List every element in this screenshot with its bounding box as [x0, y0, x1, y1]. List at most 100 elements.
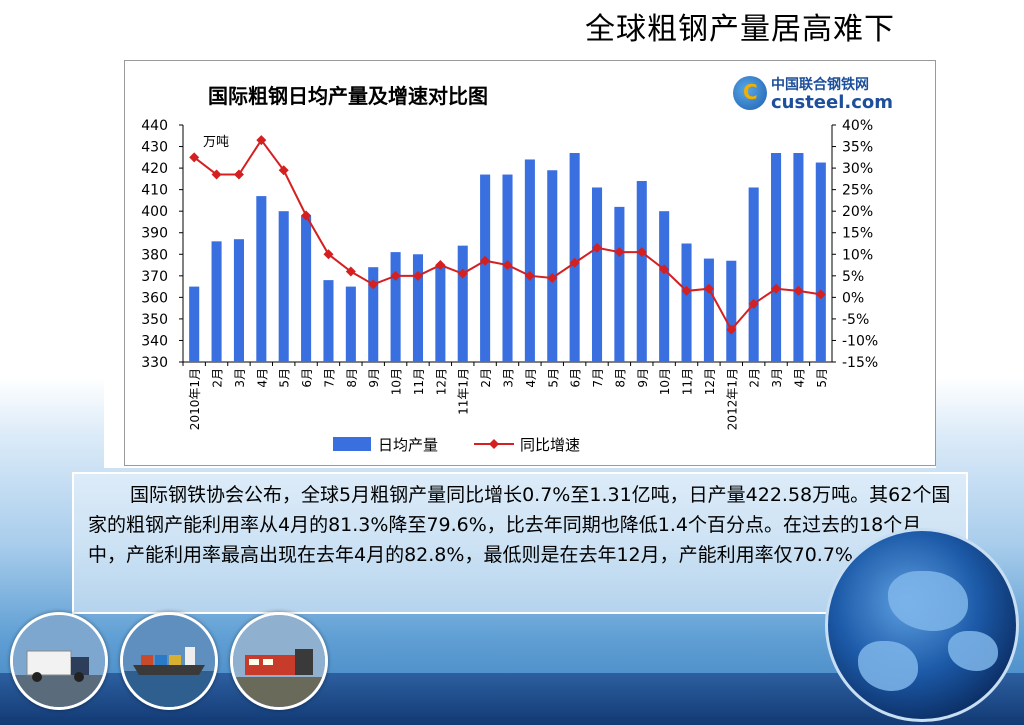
- growth-point: [614, 247, 625, 258]
- growth-point: [278, 165, 289, 176]
- x-tick-label: 5月: [815, 368, 829, 388]
- bar: [636, 181, 647, 362]
- growth-point: [726, 324, 737, 335]
- x-tick-label: 12月: [434, 368, 448, 395]
- growth-point: [569, 257, 580, 268]
- bar: [211, 241, 222, 362]
- growth-point: [345, 266, 356, 277]
- truck-photo: [10, 612, 108, 710]
- growth-point: [659, 264, 670, 275]
- right-tick-label: 5%: [842, 269, 864, 285]
- x-tick-label: 5月: [546, 368, 560, 388]
- train-photo: [230, 612, 328, 710]
- x-tick-label: 6月: [300, 368, 314, 388]
- legend-line-label: 同比增速: [520, 436, 580, 454]
- x-tick-label: 12月: [703, 368, 717, 395]
- right-tick-label: 0%: [842, 290, 864, 306]
- left-tick-label: 390: [141, 226, 168, 242]
- growth-point: [592, 242, 603, 253]
- growth-point: [748, 298, 759, 309]
- x-tick-label: 8月: [345, 368, 359, 388]
- bar: [659, 211, 670, 362]
- growth-point: [233, 169, 244, 180]
- right-tick-label: -5%: [842, 312, 869, 328]
- growth-point: [703, 283, 714, 294]
- bar: [189, 286, 200, 362]
- x-tick-label: 4月: [255, 368, 269, 388]
- x-tick-label: 8月: [613, 368, 627, 388]
- growth-point: [502, 260, 513, 271]
- x-tick-label: 2月: [479, 368, 493, 388]
- left-tick-label: 330: [141, 355, 168, 371]
- x-tick-label: 11月: [681, 368, 695, 395]
- x-tick-label: 6月: [569, 368, 583, 388]
- bar: [412, 254, 424, 362]
- chart-title: 国际粗钢日均产量及增速对比图: [208, 84, 488, 108]
- left-tick-label: 340: [141, 333, 168, 349]
- bar: [345, 286, 356, 362]
- growth-point: [681, 285, 692, 296]
- bar: [233, 239, 244, 362]
- growth-point: [412, 270, 423, 281]
- right-tick-label: -15%: [842, 355, 878, 371]
- growth-point: [256, 135, 267, 146]
- x-tick-label: 9月: [636, 368, 650, 388]
- growth-point: [390, 270, 401, 281]
- growth-point: [815, 289, 826, 300]
- growth-point: [457, 268, 468, 279]
- bar: [368, 267, 379, 362]
- logo-en-text: custeel.com: [771, 92, 894, 113]
- growth-point: [189, 152, 200, 163]
- x-tick-label: 4月: [792, 368, 806, 388]
- bar: [815, 162, 826, 362]
- legend-bar-label: 日均产量: [378, 436, 438, 454]
- left-tick-label: 420: [141, 161, 168, 177]
- x-tick-label: 3月: [770, 368, 784, 388]
- train-icon: [233, 615, 325, 707]
- growth-point: [793, 285, 804, 296]
- growth-point: [301, 210, 312, 221]
- cargo-ship-icon: [123, 615, 215, 707]
- ship-photo: [120, 612, 218, 710]
- x-tick-label: 2010年1月: [188, 368, 202, 430]
- bar: [771, 153, 782, 362]
- ylabel-left: 万吨: [203, 135, 229, 150]
- bar: [681, 243, 692, 362]
- bar: [748, 187, 759, 362]
- growth-point: [323, 249, 334, 260]
- left-tick-label: 370: [141, 269, 168, 285]
- bar: [793, 153, 804, 362]
- x-tick-label: 11年1月: [457, 368, 471, 415]
- x-tick-label: 4月: [524, 368, 538, 388]
- growth-point: [368, 279, 379, 290]
- bar: [726, 260, 737, 362]
- growth-point: [636, 247, 647, 258]
- growth-point: [547, 272, 558, 283]
- x-tick-label: 2月: [211, 368, 225, 388]
- bar: [457, 245, 468, 362]
- x-tick-label: 9月: [367, 368, 381, 388]
- left-tick-label: 410: [141, 183, 168, 199]
- right-tick-label: 30%: [842, 161, 873, 177]
- right-tick-label: 35%: [842, 140, 873, 156]
- growth-point: [771, 283, 782, 294]
- custeel-logo: C 中国联合钢铁网 custeel.com: [733, 74, 903, 120]
- bar: [278, 211, 289, 362]
- slide-title: 全球粗钢产量居高难下: [585, 12, 895, 47]
- x-tick-label: 2月: [748, 368, 762, 388]
- left-tick-label: 350: [141, 312, 168, 328]
- bar: [480, 174, 491, 362]
- bar: [301, 215, 312, 362]
- x-tick-label: 11月: [412, 368, 426, 395]
- x-tick-label: 3月: [502, 368, 516, 388]
- body-text: 国际钢铁协会公布，全球5月粗钢产量同比增长0.7%至1.31亿吨，日产量422.…: [72, 472, 968, 614]
- growth-point: [435, 260, 446, 271]
- bar: [390, 252, 401, 362]
- left-tick-label: 430: [141, 140, 168, 156]
- x-tick-label: 2012年1月: [725, 368, 739, 430]
- bar: [256, 196, 267, 362]
- bar: [614, 206, 625, 362]
- bar: [591, 187, 603, 362]
- logo-cn-text: 中国联合钢铁网: [771, 77, 869, 93]
